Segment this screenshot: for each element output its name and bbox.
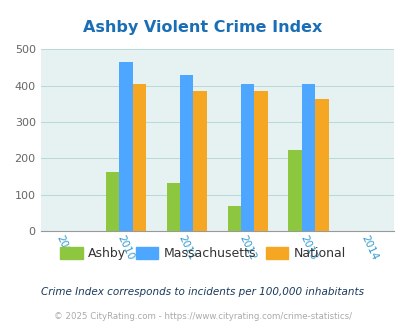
Bar xyxy=(301,84,315,231)
Text: Ashby Violent Crime Index: Ashby Violent Crime Index xyxy=(83,20,322,35)
Text: © 2025 CityRating.com - https://www.cityrating.com/crime-statistics/: © 2025 CityRating.com - https://www.city… xyxy=(54,312,351,321)
Bar xyxy=(227,206,241,231)
Bar xyxy=(288,150,301,231)
Bar xyxy=(193,90,207,231)
Bar xyxy=(240,84,254,231)
Legend: Ashby, Massachusetts, National: Ashby, Massachusetts, National xyxy=(55,242,350,265)
Bar xyxy=(106,172,119,231)
Text: Crime Index corresponds to incidents per 100,000 inhabitants: Crime Index corresponds to incidents per… xyxy=(41,287,364,297)
Bar xyxy=(180,75,193,231)
Bar xyxy=(254,90,267,231)
Bar xyxy=(315,98,328,231)
Bar xyxy=(132,84,146,231)
Bar xyxy=(119,62,132,231)
Bar xyxy=(166,183,180,231)
